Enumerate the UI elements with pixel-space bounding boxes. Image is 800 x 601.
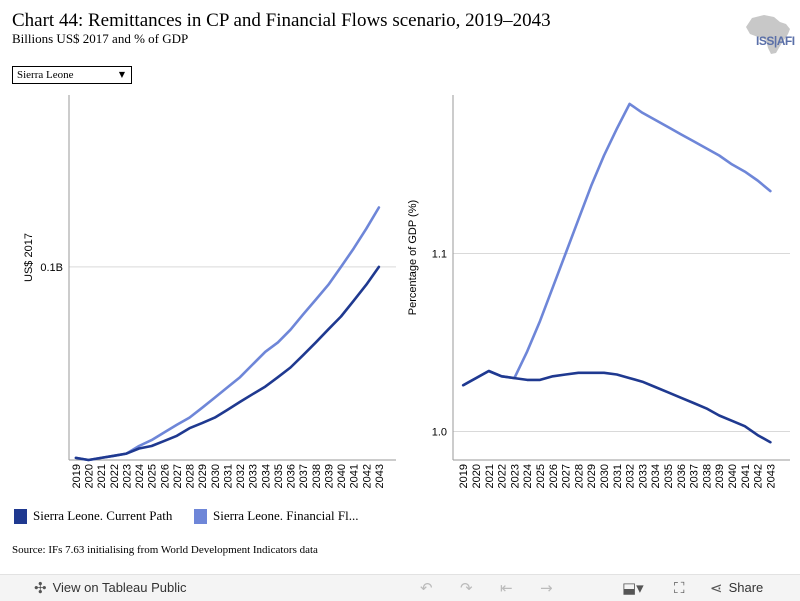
x-tick-label: 2037 bbox=[689, 464, 701, 488]
revert-icon: ⇤ bbox=[500, 579, 513, 597]
x-tick-label: 2022 bbox=[109, 464, 121, 488]
x-tick-label: 2019 bbox=[71, 464, 83, 488]
x-tick-label: 2021 bbox=[484, 464, 496, 488]
redo-button[interactable]: ↷ bbox=[460, 575, 473, 601]
x-tick-label: 2026 bbox=[159, 464, 171, 488]
share-button[interactable]: ⋖ Share bbox=[710, 575, 763, 601]
tableau-toolbar: ✣ View on Tableau Public ↶ ↷ ⇤ → ⬓▾ ⛶ ⋖ … bbox=[0, 574, 800, 601]
legend-label-current-path: Sierra Leone. Current Path bbox=[33, 508, 173, 523]
x-tick-label: 2019 bbox=[458, 464, 470, 488]
x-tick-label: 2023 bbox=[509, 464, 521, 488]
africa-map-logo bbox=[746, 15, 790, 54]
fullscreen-button[interactable]: ⛶ bbox=[674, 575, 685, 601]
share-icon: ⋖ bbox=[710, 579, 723, 597]
x-tick-label: 2032 bbox=[235, 464, 247, 488]
x-tick-label: 2038 bbox=[311, 464, 323, 488]
x-tick-label: 2034 bbox=[650, 464, 662, 488]
download-icon: ⬓▾ bbox=[622, 579, 644, 597]
x-tick-label: 2029 bbox=[586, 464, 598, 488]
undo-icon: ↶ bbox=[420, 579, 433, 597]
x-tick-label: 2035 bbox=[663, 464, 675, 488]
x-tick-label: 2039 bbox=[714, 464, 726, 488]
y-tick-label: 1.1 bbox=[432, 248, 447, 260]
y-tick-label: 1.0 bbox=[432, 427, 447, 439]
series-line-1 bbox=[461, 102, 772, 387]
x-tick-label: 2042 bbox=[361, 464, 373, 488]
series-line-0 bbox=[461, 369, 772, 444]
source-note: Source: IFs 7.63 initialising from World… bbox=[12, 544, 318, 556]
legend-swatch-current-path bbox=[14, 508, 27, 524]
legend-item-financial-flows[interactable]: Sierra Leone. Financial Fl... bbox=[194, 508, 359, 524]
x-tick-label: 2028 bbox=[573, 464, 585, 488]
fullscreen-icon: ⛶ bbox=[674, 579, 685, 597]
legend-item-current-path[interactable]: Sierra Leone. Current Path bbox=[14, 508, 172, 524]
x-tick-label: 2031 bbox=[612, 464, 624, 488]
x-tick-label: 2021 bbox=[96, 464, 108, 488]
revert-button[interactable]: ⇤ bbox=[500, 575, 513, 601]
chart-left-remittances-usd: 0.1B US$ 2017 2019 2020 2021 2022 2023 2024 2025… bbox=[23, 95, 396, 488]
x-tick-label: 2020 bbox=[471, 464, 483, 488]
x-tick-label: 2041 bbox=[740, 464, 752, 488]
x-tick-label: 2028 bbox=[185, 464, 197, 488]
forward-icon: → bbox=[540, 579, 553, 597]
x-tick-label: 2043 bbox=[765, 464, 777, 488]
x-tick-label: 2024 bbox=[134, 464, 146, 488]
country-select-value: Sierra Leone bbox=[17, 69, 74, 81]
redo-icon: ↷ bbox=[460, 579, 473, 597]
forward-button[interactable]: → bbox=[540, 575, 553, 601]
x-tick-label: 2033 bbox=[637, 464, 649, 488]
iss-logo-text: ISS|AFI bbox=[756, 34, 795, 48]
series-line-1 bbox=[74, 206, 381, 462]
x-tick-label: 2023 bbox=[121, 464, 133, 488]
x-tick-label: 2043 bbox=[374, 464, 386, 488]
x-tick-label: 2039 bbox=[323, 464, 335, 488]
x-tick-label: 2025 bbox=[535, 464, 547, 488]
x-tick-label: 2020 bbox=[84, 464, 96, 488]
country-select[interactable]: Sierra Leone ▼ bbox=[12, 66, 132, 84]
tableau-icon: ✣ bbox=[34, 579, 47, 597]
caret-down-icon: ▼ bbox=[118, 70, 125, 79]
chart-subtitle: Billions US$ 2017 and % of GDP bbox=[12, 31, 189, 46]
x-tick-label: 2025 bbox=[147, 464, 159, 488]
view-on-tableau-label: View on Tableau Public bbox=[52, 580, 187, 595]
undo-button[interactable]: ↶ bbox=[420, 575, 433, 601]
x-tick-label: 2040 bbox=[336, 464, 348, 488]
y-axis-label: Percentage of GDP (%) bbox=[407, 200, 419, 315]
legend-label-financial-flows: Sierra Leone. Financial Fl... bbox=[213, 508, 359, 523]
series-line-0 bbox=[74, 265, 381, 462]
download-button[interactable]: ⬓▾ bbox=[622, 575, 644, 601]
x-tick-label: 2032 bbox=[625, 464, 637, 488]
x-tick-label: 2029 bbox=[197, 464, 209, 488]
x-tick-label: 2030 bbox=[210, 464, 222, 488]
view-on-tableau-link[interactable]: ✣ View on Tableau Public bbox=[34, 575, 187, 601]
y-tick-label: 0.1B bbox=[40, 262, 63, 274]
x-tick-label: 2026 bbox=[548, 464, 560, 488]
x-tick-label: 2034 bbox=[260, 464, 272, 488]
x-tick-label: 2042 bbox=[753, 464, 765, 488]
x-tick-label: 2041 bbox=[349, 464, 361, 488]
x-tick-label: 2030 bbox=[599, 464, 611, 488]
x-tick-label: 2037 bbox=[298, 464, 310, 488]
legend-swatch-financial-flows bbox=[194, 508, 207, 524]
y-axis-label: US$ 2017 bbox=[23, 233, 35, 282]
x-tick-label: 2040 bbox=[727, 464, 739, 488]
x-tick-label: 2027 bbox=[172, 464, 184, 488]
x-tick-label: 2024 bbox=[522, 464, 534, 488]
x-tick-label: 2036 bbox=[286, 464, 298, 488]
x-tick-label: 2031 bbox=[222, 464, 234, 488]
x-tick-label: 2035 bbox=[273, 464, 285, 488]
share-label: Share bbox=[728, 580, 764, 595]
x-tick-label: 2038 bbox=[701, 464, 713, 488]
x-tick-label: 2022 bbox=[497, 464, 509, 488]
x-tick-label: 2036 bbox=[676, 464, 688, 488]
chart-title: Chart 44: Remittances in CP and Financia… bbox=[12, 10, 551, 31]
x-tick-label: 2033 bbox=[248, 464, 260, 488]
x-tick-label: 2027 bbox=[561, 464, 573, 488]
